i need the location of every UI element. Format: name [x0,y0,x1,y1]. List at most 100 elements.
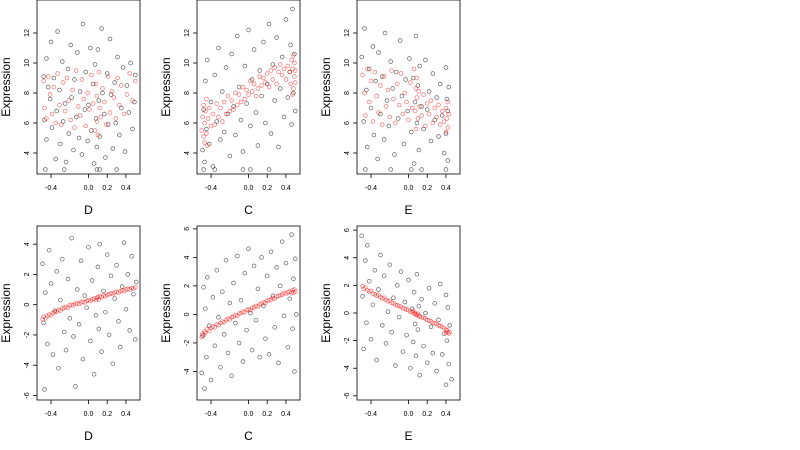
observed-point [240,149,246,154]
observed-point [378,252,383,258]
observed-point [235,33,240,39]
fitted-point [374,93,379,99]
x-tick-label: 0.0 [244,185,254,192]
fitted-point [68,117,73,123]
x-tick-label: 0.4 [441,411,451,418]
y-tick-label: 8 [344,91,351,95]
fitted-point [201,102,206,108]
observed-point [104,71,110,76]
observed-point [287,296,292,301]
observed-point [233,320,238,326]
observed-point [274,35,279,40]
fitted-point [253,93,259,99]
fitted-point [268,68,274,73]
y-tick-label: 2 [184,284,191,288]
observed-point [390,86,395,91]
observed-point [293,108,298,114]
observed-point [93,116,99,121]
observed-point [376,50,381,55]
fitted-point [291,53,296,58]
y-tick-label: 0 [184,312,191,316]
observed-point [220,89,225,94]
fitted-point [202,140,207,145]
observed-point [94,167,100,172]
observed-point [366,66,372,72]
observed-point [131,291,136,297]
observed-point [86,244,91,250]
observed-point [278,283,283,289]
observed-point [45,341,50,347]
observed-point [40,261,45,267]
observed-point [203,78,208,84]
fitted-point [240,84,246,90]
observed-point [281,114,287,120]
observed-point [259,93,264,99]
fitted-point [402,90,408,96]
observed-point [272,98,277,103]
fitted-point [419,113,424,118]
observed-point [246,27,251,33]
observed-point [233,132,238,138]
observed-point [95,47,101,52]
observed-point [266,167,272,172]
observed-point [399,93,405,99]
fitted-point [208,123,214,129]
x-tick-label: 0.4 [121,411,131,418]
observed-point [42,387,47,392]
observed-point [414,272,420,277]
observed-point [380,74,385,79]
observed-point [248,167,253,172]
observed-point [395,283,400,288]
observed-point [383,341,389,346]
observed-point [444,338,450,343]
fitted-point [119,83,124,88]
fitted-point [77,113,83,118]
fitted-point [257,74,262,79]
fitted-point [244,87,249,93]
y-tick-label: 8 [24,91,31,95]
observed-point [365,144,370,150]
y-axis-title: Expression [159,57,173,116]
observed-point [71,334,76,339]
fitted-point [212,122,218,127]
fitted-point [416,313,422,319]
fitted-point [66,98,72,103]
observed-point [88,45,93,51]
fitted-point [362,90,367,96]
observed-point [51,75,57,81]
fitted-point [248,78,253,84]
y-tick-label: 4 [344,151,351,155]
fitted-point [249,89,255,94]
x-tick-label: 0.4 [281,185,291,192]
observed-point [202,159,207,165]
fitted-point [200,114,205,120]
fitted-point [443,129,449,135]
fitted-point [398,71,404,76]
fitted-point [438,122,443,127]
points-layer [199,232,299,391]
observed-point [63,347,69,353]
fitted-point [287,69,292,75]
observed-point [253,317,259,323]
observed-point [63,159,69,165]
observed-point [108,92,114,97]
x-tick-label: 0.2 [102,411,112,418]
fitted-point [430,120,436,126]
fitted-point [102,99,107,105]
y-tick-label: 12 [184,29,191,37]
observed-point [43,167,48,172]
fitted-point [413,126,419,132]
observed-point [443,167,449,172]
observed-point [443,131,449,136]
observed-point [249,347,255,353]
observed-point [227,300,233,306]
observed-point [370,302,376,307]
observed-point [69,235,74,241]
observed-point [76,135,82,141]
observed-point [288,42,293,48]
observed-point [292,369,297,374]
observed-point [202,386,207,391]
observed-point [381,137,387,142]
observed-point [106,332,112,338]
